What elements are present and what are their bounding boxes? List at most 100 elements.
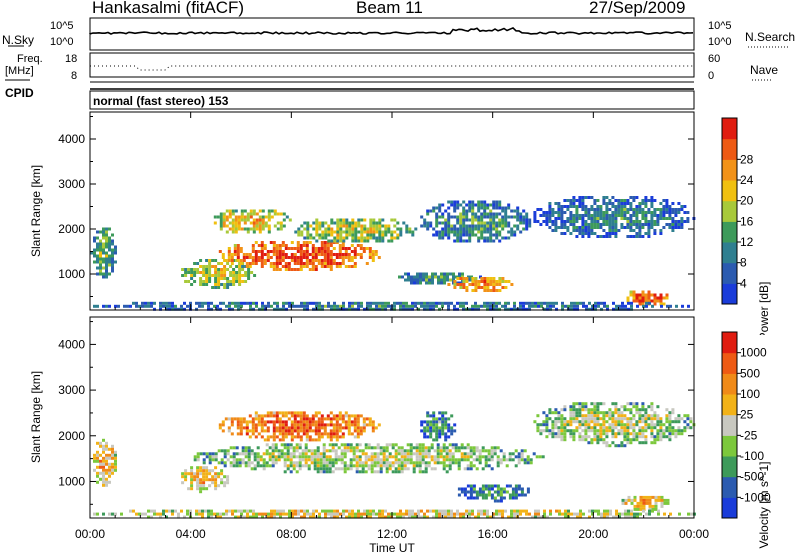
echo-region: [213, 209, 292, 234]
colorbar-tick-label: 16: [740, 214, 754, 228]
colorbar-swatch: [722, 159, 737, 181]
nave-label: Nave: [750, 63, 779, 77]
echo-region: [621, 495, 670, 511]
colorbar-tick-label: 100: [740, 387, 760, 401]
colorbar-swatch: [722, 200, 737, 222]
x-tick-label: 00:00: [679, 527, 709, 541]
echo-region: [181, 259, 257, 289]
echo-region: [218, 241, 381, 271]
freq-trace: [90, 65, 694, 71]
nsky-tick-high: 10^5: [50, 20, 74, 32]
velocity-axes: 1000 2000 3000 4000 00:00 04:00 08:00 12:00 16:0…: [58, 317, 709, 541]
power-ylabel: Slant Range [km]: [29, 165, 43, 257]
colorbar-tick-label: -1000: [740, 490, 771, 504]
y-tick-label: 1000: [58, 474, 85, 488]
colorbar-swatch: [722, 242, 737, 264]
colorbar-swatch: [722, 138, 737, 160]
y-tick-label: 2000: [58, 222, 85, 236]
echo-region: [90, 227, 117, 279]
colorbar-swatch: [722, 262, 737, 284]
echo-region: [533, 196, 696, 238]
echo-region: [93, 438, 117, 487]
velocity-panel: 1000 2000 3000 4000 00:00 04:00 08:00 12:00 16:0…: [29, 316, 771, 555]
x-tick-label: 20:00: [578, 527, 608, 541]
x-tick-label: 12:00: [377, 527, 407, 541]
freq-tick-low: 8: [71, 70, 78, 82]
nsearch-label: N.Search: [745, 30, 796, 44]
colorbar-swatch: [722, 435, 737, 457]
nsky-label: N.Sky: [2, 33, 35, 47]
colorbar-swatch: [722, 476, 737, 498]
colorbar-swatch: [722, 352, 737, 374]
colorbar-swatch: [722, 414, 737, 436]
freq-tick-high: 18: [65, 53, 78, 65]
y-tick-label: 4000: [58, 337, 85, 351]
colorbar-swatch: [722, 221, 737, 243]
velocity-ylabel: Slant Range [km]: [29, 371, 43, 463]
colorbar-swatch: [722, 394, 737, 416]
echo-region: [420, 411, 457, 442]
power-axes: 1000 2000 3000 4000: [58, 112, 695, 310]
y-tick-label: 1000: [58, 267, 85, 281]
y-tick-label: 3000: [58, 177, 85, 191]
y-tick-label: 4000: [58, 132, 85, 146]
echo-region: [447, 277, 514, 292]
cpid-text: normal (fast stereo) 153: [93, 94, 229, 108]
colorbar-tick-label: 28: [740, 152, 754, 166]
y-tick-label: 3000: [58, 383, 85, 397]
station-title: Hankasalmi (fitACF): [92, 0, 245, 17]
velocity-echoes: [93, 402, 696, 519]
power-echoes: [90, 196, 696, 311]
colorbar-swatch: [722, 283, 737, 305]
nsearch-tick-high: 10^5: [708, 20, 732, 32]
nave-tick-low: 0: [708, 70, 715, 82]
velocity-cbar-label: Velocity [m s^-1]: [757, 462, 771, 549]
echo-region: [181, 466, 230, 494]
colorbar-swatch: [722, 373, 737, 395]
nave-tick-high: 60: [708, 53, 721, 65]
echo-region: [93, 509, 696, 519]
colorbar-swatch: [722, 497, 737, 519]
x-tick-label: 16:00: [478, 527, 508, 541]
colorbar-tick-label: 500: [740, 366, 760, 380]
date-title: 27/Sep/2009: [589, 0, 686, 17]
echo-region: [398, 272, 482, 285]
time-axis-label: Time UT: [369, 541, 415, 555]
colorbar-tick-label: 12: [740, 235, 754, 249]
colorbar-tick-label: 8: [740, 256, 747, 270]
nsky-tick-low: 10^0: [50, 36, 74, 48]
echo-region: [533, 402, 696, 448]
freq-unit: [MHz]: [5, 65, 34, 77]
top-strip-plots: [5, 17, 788, 110]
colorbar-swatch: [722, 180, 737, 202]
x-tick-label: 08:00: [276, 527, 306, 541]
colorbar-tick-label: 4: [740, 276, 747, 290]
colorbar-tick-label: 24: [740, 173, 754, 187]
power-panel: 1000 2000 3000 4000 Slant Range [km] 4 8 12 16…: [29, 111, 771, 335]
power-cbar-label: Power [dB]: [757, 282, 771, 335]
colorbar-tick-label: 20: [740, 194, 754, 208]
y-tick-label: 2000: [58, 429, 85, 443]
colorbar-tick-label: -25: [740, 428, 758, 442]
x-tick-label: 00:00: [75, 527, 105, 541]
echo-region: [193, 443, 545, 474]
colorbar-swatch: [722, 332, 737, 354]
cpid-label: CPID: [5, 86, 34, 100]
echo-region: [457, 484, 530, 503]
colorbar-swatch: [722, 118, 737, 140]
colorbar-tick-label: -500: [740, 470, 764, 484]
colorbar-tick-label: -100: [740, 449, 764, 463]
velocity-colorbar: 1000 500 100 25 -25 -100 -500 -1000: [721, 331, 771, 519]
colorbar-swatch: [722, 456, 737, 478]
echo-region: [218, 411, 381, 442]
colorbar-tick-label: 1000: [740, 346, 767, 360]
freq-label: Freq.: [17, 53, 43, 65]
echo-region: [420, 200, 532, 243]
echo-region: [626, 290, 669, 306]
x-tick-label: 04:00: [176, 527, 206, 541]
colorbar-tick-label: 25: [740, 408, 754, 422]
echo-region: [294, 218, 418, 243]
nsearch-tick-low: 10^0: [708, 36, 732, 48]
nsky-trace: [89, 26, 694, 35]
power-colorbar: 4 8 12 16 20 24 28: [721, 117, 754, 305]
